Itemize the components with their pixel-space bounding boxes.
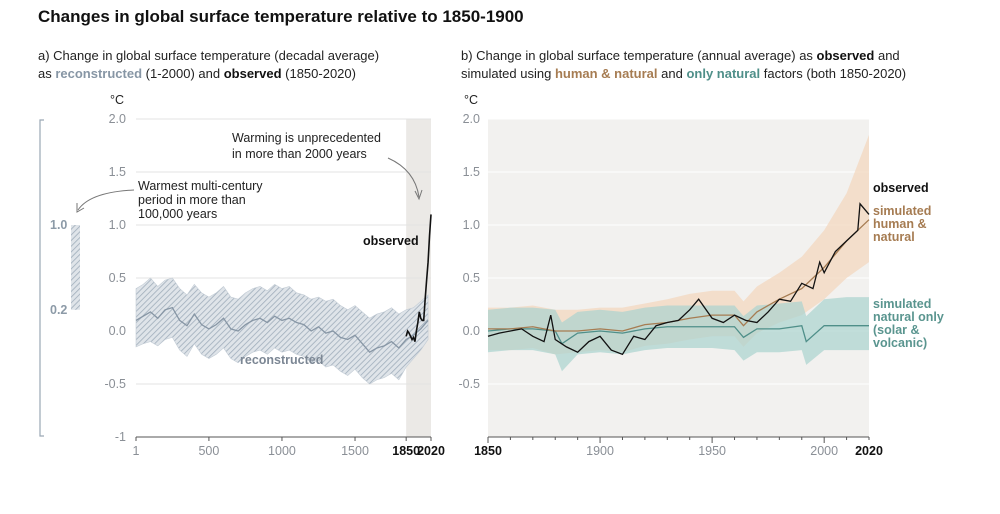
label-natural-line3: (solar & <box>873 323 920 337</box>
panel-b-y-tick-label: 0.0 <box>463 324 480 338</box>
panel-a-y-tick-label: 1.0 <box>109 218 126 232</box>
panel-a-gridlines <box>136 118 431 438</box>
side-range-bar <box>71 225 80 310</box>
label-natural-line1: simulated <box>873 297 931 311</box>
panel-a-y-tick-label: -1 <box>115 430 126 444</box>
observed-line-panel-b <box>487 202 870 356</box>
annotation-warmest-line3: 100,000 years <box>138 207 217 221</box>
subtitle-segment: and <box>658 66 687 81</box>
panel-a-y-tick-label: -0.5 <box>104 377 126 391</box>
panel-b-x-tick-label: 1900 <box>586 444 614 458</box>
panel-b-y-tick-label: 2.0 <box>463 112 480 126</box>
natural-only-band <box>488 297 869 372</box>
side-range-bracket: 1.0 0.2 <box>39 119 80 437</box>
panel-a-subtitle-line2: as reconstructed (1-2000) and observed (… <box>38 66 356 81</box>
panel-b-label-human: simulated human & natural <box>873 204 931 244</box>
panel-b-label-natural: simulated natural only (solar & volcanic… <box>873 297 944 350</box>
panel-a-x-tick-label: 2020 <box>417 444 445 458</box>
panel-a-unit: °C <box>110 93 124 107</box>
natural-only-line <box>487 324 869 345</box>
annotation-warming-line1: Warming is unprecedented <box>232 131 381 145</box>
panel-b-subtitle-line1: b) Change in global surface temperature … <box>461 48 900 63</box>
subtitle-segment: as <box>38 66 55 81</box>
panel-b-x-tick-label: 2020 <box>855 444 883 458</box>
panel-a-label-observed: observed <box>363 234 419 248</box>
panel-a-reconstructed-band <box>135 277 429 385</box>
panel-b-label-observed: observed <box>873 181 929 195</box>
annotation-warmest-arrowhead <box>76 203 85 213</box>
subtitle-segment: reconstructed <box>55 66 142 81</box>
side-bar-upper-label: 1.0 <box>50 218 67 232</box>
side-bracket-line <box>39 119 44 437</box>
subtitle-segment: observed <box>224 66 282 81</box>
panel-b-y-tick-label: 1.5 <box>463 165 480 179</box>
annotation-warmest-arrow <box>77 189 135 211</box>
annotation-warming-arrow <box>387 157 420 198</box>
panel-a-x-tick-label: 1850 <box>392 444 420 458</box>
panel-a-y-tick-label: 1.5 <box>109 165 126 179</box>
panel-a-series <box>135 214 432 354</box>
panel-b-unit: °C <box>464 93 478 107</box>
panel-b-x-ticks: 1850 1900 1950 2000 2020 <box>474 437 883 458</box>
panel-b-x-tick-label: 1950 <box>698 444 726 458</box>
annotation-warming-arrowhead <box>414 189 423 201</box>
panel-b-subtitle-line2: simulated using human & natural and only… <box>461 66 906 81</box>
panel-a-x-tick-label: 1000 <box>268 444 296 458</box>
panel-a-x-tick-label: 1500 <box>341 444 369 458</box>
subtitle-segment: and <box>874 48 899 63</box>
panel-a-y-ticks: -1 -0.5 0.0 0.5 1.0 1.5 2.0 <box>104 112 126 444</box>
panel-b-y-tick-label: 1.0 <box>463 218 480 232</box>
annotation-warmest-line2: period in more than <box>138 193 246 207</box>
label-human-line3: natural <box>873 230 915 244</box>
label-natural-line2: natural only <box>873 310 944 324</box>
panel-b-x-tick-label: 1850 <box>474 444 502 458</box>
panel-b-y-tick-label: -0.5 <box>458 377 480 391</box>
figure-title: Changes in global surface temperature re… <box>38 7 524 26</box>
label-human-line1: simulated <box>873 204 931 218</box>
panel-b-y-ticks: -0.5 0.0 0.5 1.0 1.5 2.0 <box>458 112 480 391</box>
annotation-warming: Warming is unprecedented in more than 20… <box>232 131 423 201</box>
panel-a-x-tick-label: 500 <box>198 444 219 458</box>
label-natural-line4: volcanic) <box>873 336 927 350</box>
subtitle-segment: (1850-2020) <box>282 66 356 81</box>
annotation-warmest-line1: Warmest multi-century <box>138 179 263 193</box>
label-human-line2: human & <box>873 217 926 231</box>
subtitle-segment: (1-2000) and <box>142 66 224 81</box>
panel-a-subtitle-line1: a) Change in global surface temperature … <box>38 48 379 63</box>
panel-b-x-tick-label: 2000 <box>810 444 838 458</box>
annotation-warming-line2: in more than 2000 years <box>232 147 367 161</box>
reconstructed-uncertainty-band <box>135 277 429 385</box>
subtitle-segment: observed <box>817 48 875 63</box>
human-natural-band <box>488 134 869 355</box>
subtitle-segment: b) Change in global surface temperature … <box>461 48 817 63</box>
reconstructed-line <box>135 306 429 354</box>
panel-a-label-reconstructed: reconstructed <box>240 353 323 367</box>
subtitle-segment: simulated using <box>461 66 555 81</box>
panel-a-y-tick-label: 0.5 <box>109 271 126 285</box>
subtitle-segment: factors (both 1850-2020) <box>760 66 906 81</box>
panel-b-y-tick-label: 0.5 <box>463 271 480 285</box>
human-natural-line <box>488 219 870 332</box>
panel-a-y-tick-label: 0.0 <box>109 324 126 338</box>
subtitle-segment: human & natural <box>555 66 658 81</box>
panel-a-x-tick-label: 1 <box>133 444 140 458</box>
observed-line-panel-a <box>405 214 432 342</box>
panel-a-y-tick-label: 2.0 <box>109 112 126 126</box>
annotation-warmest: Warmest multi-century period in more tha… <box>76 179 263 221</box>
side-bar-lower-label: 0.2 <box>50 303 67 317</box>
subtitle-segment: only natural <box>686 66 760 81</box>
panel-b-bands <box>488 134 869 372</box>
panel-b-series <box>487 202 870 356</box>
